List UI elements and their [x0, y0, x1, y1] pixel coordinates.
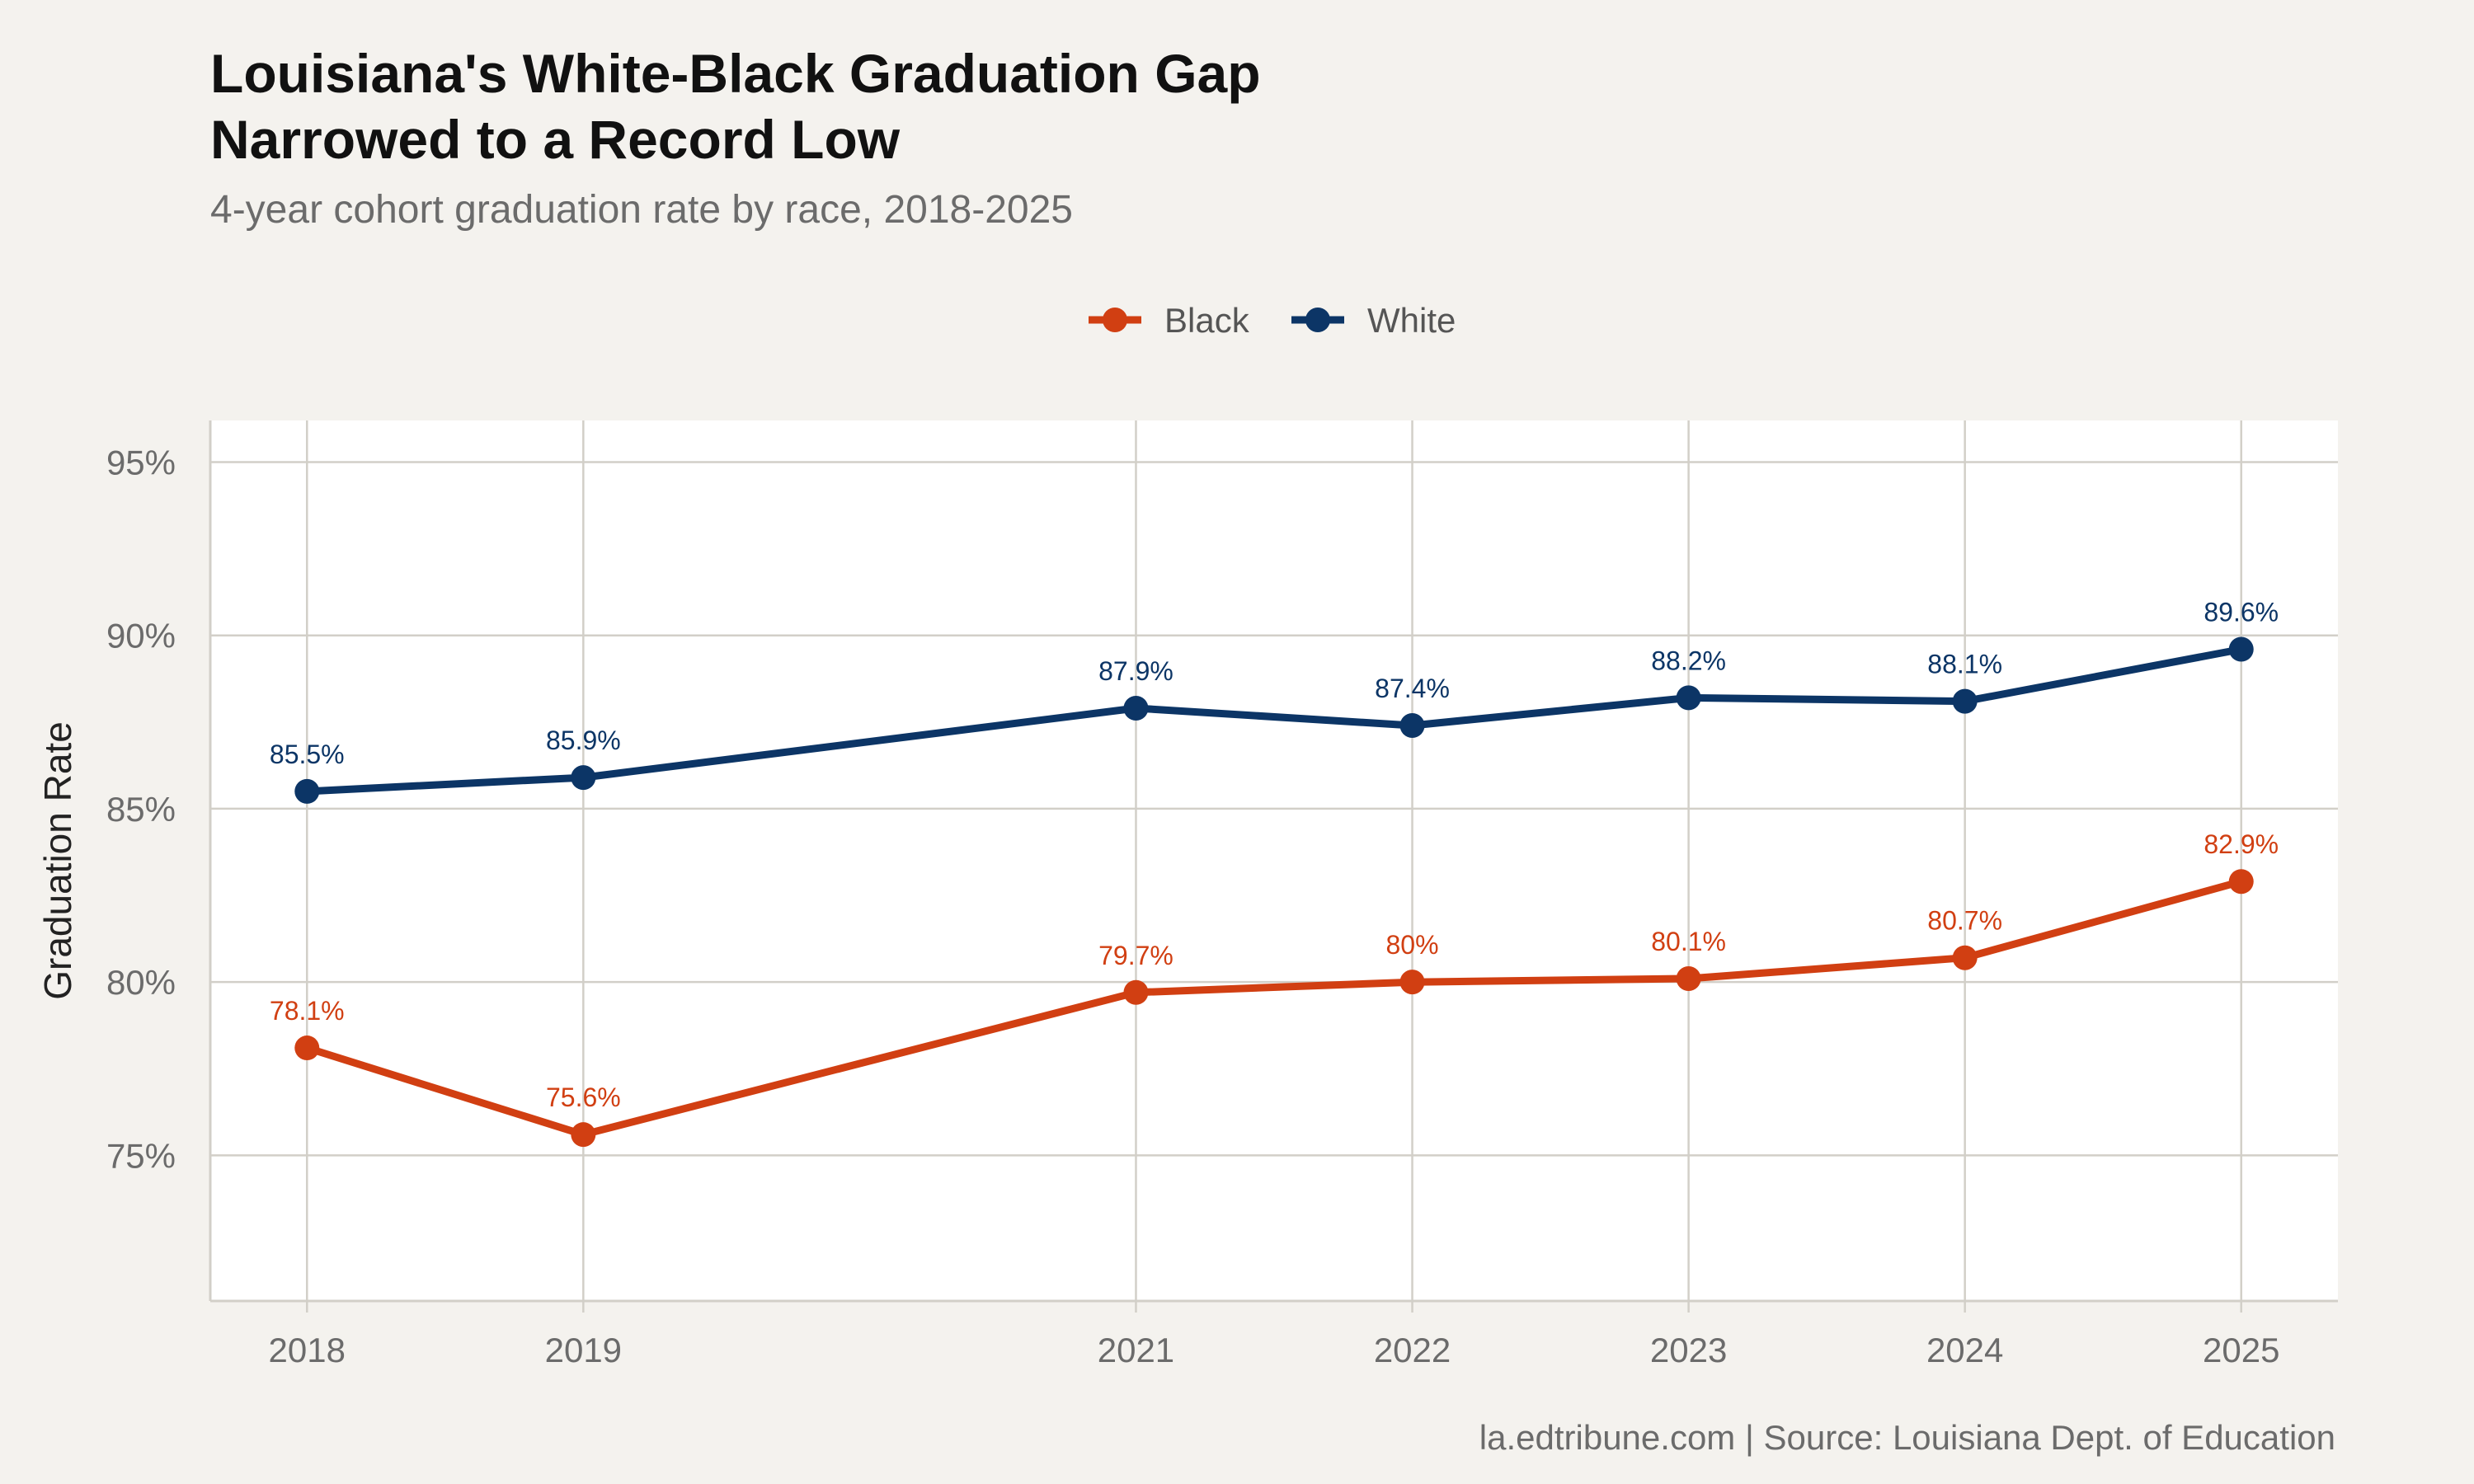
y-tick-label: 75% — [106, 1136, 176, 1175]
x-tick-label: 2022 — [1374, 1331, 1451, 1369]
legend-key-point-black — [1103, 308, 1127, 332]
series-layer — [294, 636, 2254, 1148]
legend: Black White — [1089, 301, 1456, 340]
data-point-white — [571, 765, 596, 791]
x-tick-label: 2024 — [1926, 1331, 2003, 1369]
x-tick-label: 2023 — [1650, 1331, 1727, 1369]
data-label-white: 87.9% — [1098, 656, 1174, 686]
chart-title-line-1: Louisiana's White-Black Graduation Gap — [210, 43, 1261, 104]
data-point-black — [1952, 945, 1978, 970]
data-label-black: 80.7% — [1927, 906, 2002, 936]
y-tick-label: 80% — [106, 963, 176, 1002]
data-point-white — [2228, 636, 2254, 662]
data-label-white: 89.6% — [2204, 598, 2279, 627]
axes: 75% 80% 85% 90% 95% 2018 2019 2021 2022 2023 2024 2… — [106, 420, 2338, 1369]
legend-label-white: White — [1367, 301, 1456, 340]
data-point-black — [2228, 869, 2254, 895]
x-tick-label: 2025 — [2203, 1331, 2279, 1369]
plot-panel — [210, 420, 2338, 1301]
data-label-white: 85.5% — [270, 740, 345, 769]
data-point-black — [1399, 970, 1425, 995]
data-point-black — [1676, 965, 1701, 991]
data-point-white — [1123, 695, 1149, 721]
data-point-black — [1123, 979, 1149, 1005]
data-label-black: 80.1% — [1651, 927, 1726, 956]
chart-caption: la.edtribune.com | Source: Louisiana Dep… — [1479, 1418, 2335, 1457]
data-label-black: 79.7% — [1098, 941, 1174, 970]
x-tick-label: 2019 — [545, 1331, 622, 1369]
data-label-black: 75.6% — [546, 1082, 621, 1112]
data-label-white: 87.4% — [1375, 674, 1450, 703]
legend-label-black: Black — [1164, 301, 1250, 340]
x-tick-label: 2021 — [1098, 1331, 1174, 1369]
chart-subtitle: 4-year cohort graduation rate by race, 2… — [210, 188, 1073, 232]
data-point-white — [1952, 688, 1978, 714]
y-axis-title: Graduation Rate — [36, 721, 79, 1000]
data-label-white: 88.2% — [1651, 646, 1726, 675]
y-tick-label: 95% — [106, 443, 176, 481]
chart-title-line-2: Narrowed to a Record Low — [210, 109, 901, 170]
data-point-white — [294, 778, 320, 804]
data-label-black: 80% — [1386, 930, 1439, 960]
data-point-black — [294, 1036, 320, 1061]
x-tick-label: 2018 — [269, 1331, 346, 1369]
data-label-black: 82.9% — [2204, 829, 2279, 859]
data-point-white — [1399, 713, 1425, 739]
data-label-black: 78.1% — [270, 996, 345, 1026]
y-tick-label: 85% — [106, 790, 176, 829]
data-labels: 78.1% 75.6% 79.7% 80% 80.1% 80.7% 82.9% 85.5% 85… — [270, 598, 2279, 1113]
data-point-white — [1676, 685, 1701, 711]
data-point-black — [571, 1122, 596, 1148]
data-label-white: 85.9% — [546, 726, 621, 755]
grid-lines — [210, 420, 2338, 1301]
data-label-white: 88.1% — [1927, 650, 2002, 679]
y-tick-label: 90% — [106, 617, 176, 655]
legend-key-point-white — [1305, 308, 1330, 332]
